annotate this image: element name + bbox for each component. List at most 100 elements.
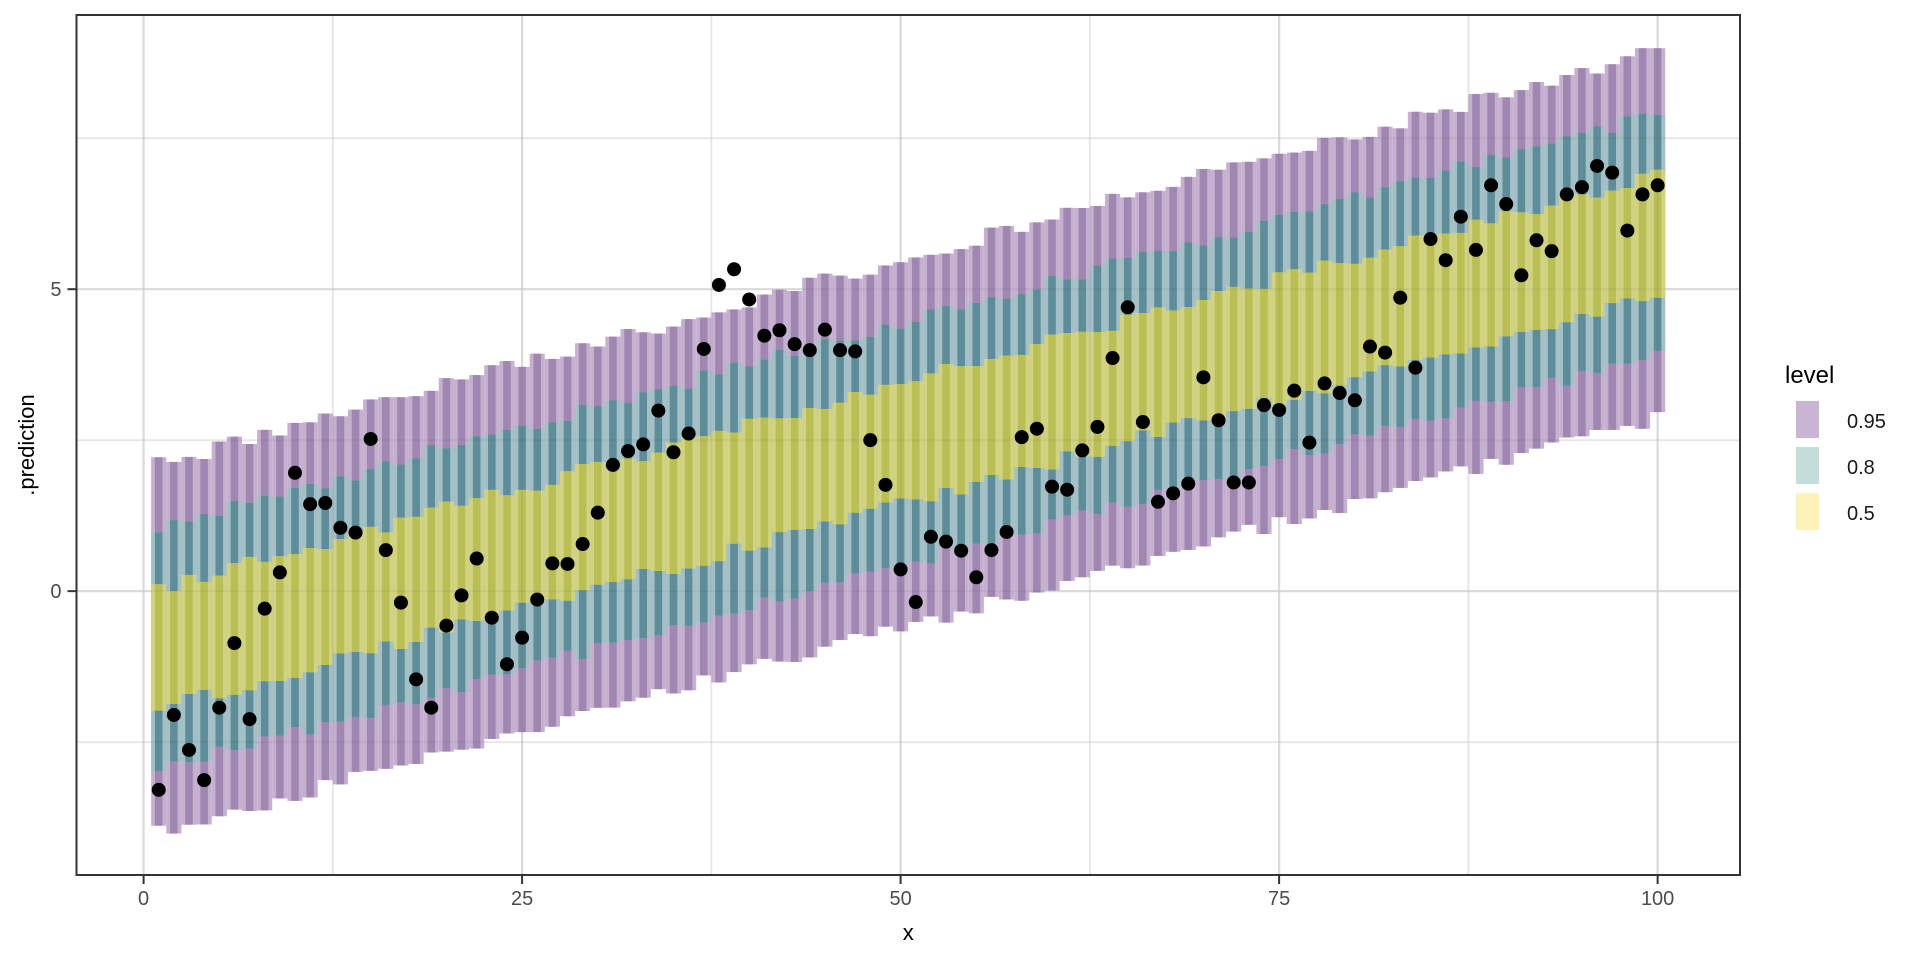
- interval-bar: [681, 319, 697, 691]
- data-point: [393, 595, 408, 610]
- interval-rect-dark-0.5: [215, 575, 224, 699]
- data-point: [651, 403, 666, 418]
- interval-bar: [1468, 93, 1484, 474]
- interval-rect-dark-0.5: [245, 556, 254, 691]
- data-point: [1347, 393, 1362, 408]
- interval-rect-dark-0.5: [1638, 173, 1647, 302]
- interval-bar: [211, 441, 227, 817]
- interval-bar: [787, 291, 803, 663]
- interval-bar: [817, 273, 833, 647]
- interval-rect-dark-0.5: [1441, 233, 1450, 355]
- data-point: [1135, 415, 1150, 430]
- data-point: [1302, 435, 1317, 450]
- interval-rect-dark-0.5: [896, 384, 905, 499]
- interval-bar: [1180, 176, 1196, 550]
- data-point: [590, 505, 605, 520]
- interval-bar: [1014, 231, 1030, 601]
- data-point: [1559, 187, 1574, 202]
- interval-rect-dark-0.5: [154, 584, 163, 711]
- data-point: [1635, 187, 1650, 202]
- data-point: [1226, 475, 1241, 490]
- interval-rect-dark-0.5: [805, 407, 814, 529]
- data-point: [333, 520, 348, 535]
- data-point: [772, 323, 787, 338]
- data-point: [181, 742, 196, 757]
- interval-bar: [908, 257, 924, 622]
- data-point: [272, 565, 287, 580]
- data-point: [954, 543, 969, 558]
- data-point: [742, 292, 757, 307]
- interval-bar: [1316, 137, 1333, 510]
- data-point: [363, 431, 378, 446]
- interval-bar: [862, 274, 878, 637]
- interval-rect-dark-0.5: [624, 458, 632, 580]
- interval-bar: [347, 409, 364, 772]
- data-point: [1499, 197, 1514, 212]
- data-point: [257, 601, 272, 616]
- interval-rect-dark-0.5: [1063, 333, 1071, 452]
- interval-rect-dark-0.5: [503, 495, 511, 611]
- data-point: [833, 343, 848, 358]
- interval-bar: [1301, 150, 1317, 519]
- interval-rect-dark-0.5: [821, 408, 829, 522]
- interval-bar: [1226, 162, 1242, 532]
- interval-rect-dark-0.5: [851, 392, 859, 513]
- legend-key-0.95: [1796, 401, 1819, 438]
- interval-rect-dark-0.5: [730, 432, 738, 544]
- data-point: [605, 457, 620, 472]
- legend-label: 0.5: [1847, 503, 1875, 525]
- x-tick-label: 75: [1268, 888, 1290, 910]
- interval-bar: [1347, 139, 1363, 500]
- data-point: [1166, 486, 1181, 501]
- interval-rect-dark-0.5: [942, 364, 950, 489]
- data-point: [1468, 242, 1483, 257]
- interval-bar: [620, 329, 636, 702]
- data-point: [863, 433, 878, 448]
- interval-bar: [1634, 48, 1651, 429]
- data-point: [575, 537, 590, 552]
- interval-rect-dark-0.5: [790, 418, 799, 530]
- data-point: [621, 444, 636, 459]
- interval-bar: [1150, 190, 1166, 556]
- interval-rect-dark-0.5: [563, 471, 572, 601]
- interval-bar: [590, 346, 606, 708]
- data-point: [1256, 398, 1271, 413]
- data-point: [1453, 209, 1468, 224]
- data-point: [424, 700, 439, 715]
- interval-rect-dark-0.5: [1245, 288, 1253, 409]
- data-point: [1120, 300, 1135, 315]
- legend-key-0.5: [1796, 493, 1819, 530]
- interval-rect-dark-0.5: [1169, 310, 1177, 423]
- y-tick-label: 5: [50, 279, 61, 301]
- data-point: [908, 595, 923, 610]
- interval-bar: [1422, 112, 1439, 478]
- interval-rect-dark-0.5: [1472, 219, 1480, 348]
- y-axis-title: .prediction: [14, 394, 39, 496]
- data-point: [1045, 479, 1060, 494]
- interval-rect-dark-0.5: [1048, 334, 1056, 470]
- interval-bar: [423, 390, 439, 753]
- data-point: [1484, 178, 1499, 193]
- interval-bar: [893, 262, 909, 632]
- interval-bar: [1528, 82, 1545, 449]
- data-point: [696, 341, 711, 356]
- legend-label: 0.95: [1847, 411, 1886, 433]
- interval-bar: [1059, 207, 1075, 581]
- interval-bar: [1271, 153, 1287, 518]
- interval-rect-dark-0.5: [1366, 257, 1374, 372]
- interval-bar: [968, 245, 984, 614]
- interval-bar: [393, 397, 409, 766]
- data-point: [1181, 476, 1196, 491]
- interval-rect-dark-0.5: [1608, 190, 1616, 304]
- data-point: [530, 592, 545, 607]
- interval-bar: [802, 277, 818, 658]
- interval-rect-dark-0.5: [1275, 272, 1283, 405]
- interval-rect-dark-0.5: [1578, 194, 1586, 315]
- data-point: [1060, 482, 1075, 497]
- interval-bar: [181, 456, 197, 825]
- interval-rect-dark-0.5: [715, 430, 723, 562]
- interval-bar: [923, 254, 939, 617]
- gridline-overlay: [76, 15, 1740, 875]
- interval-rect-dark-0.5: [745, 418, 753, 551]
- interval-bar: [484, 365, 500, 739]
